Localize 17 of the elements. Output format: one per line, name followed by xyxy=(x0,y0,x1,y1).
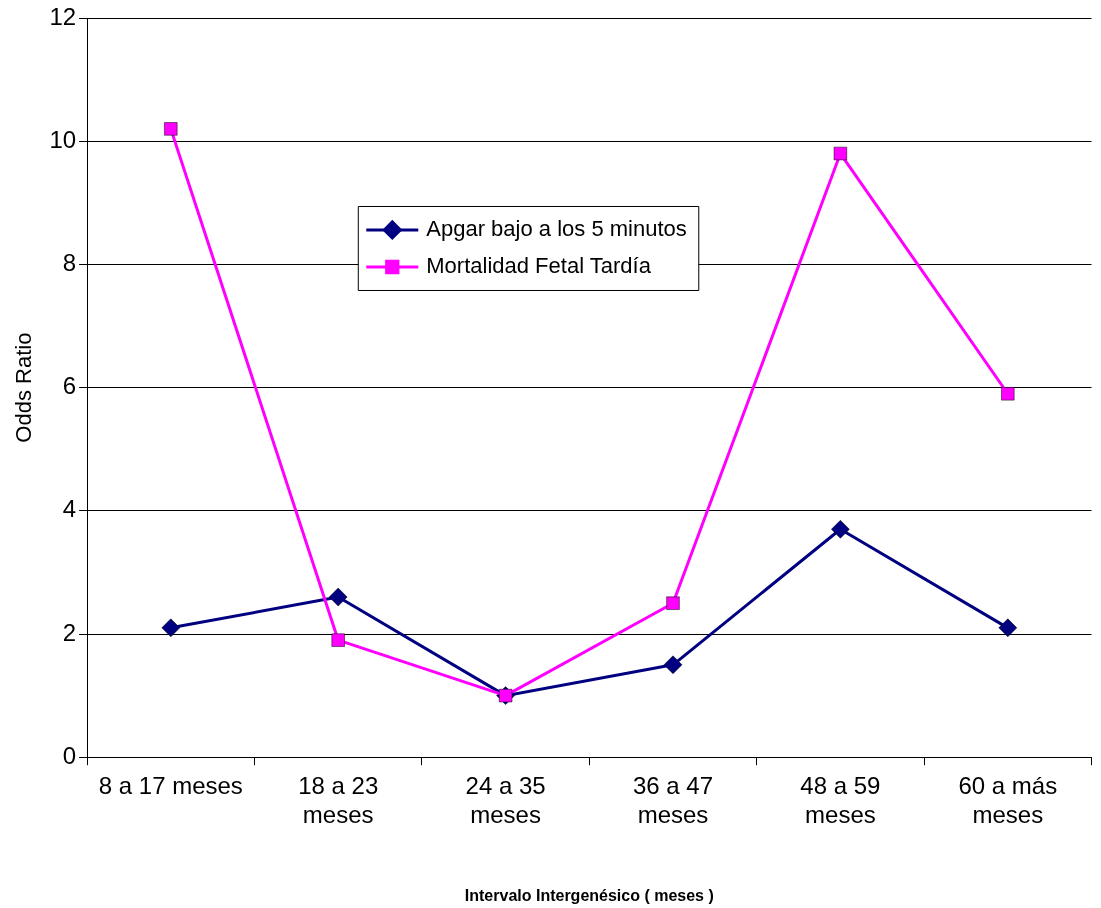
x-tick-label: 48 a 59 meses xyxy=(800,772,881,829)
y-tick-label: 6 xyxy=(62,372,77,400)
y-tick-label: 10 xyxy=(49,125,77,153)
x-tick-label: 60 a más meses xyxy=(958,772,1058,829)
legend-label: Apgar bajo a los 5 minutos xyxy=(426,216,687,242)
y-tick-label: 8 xyxy=(62,249,77,277)
x-tick-label: 18 a 23 meses xyxy=(298,772,379,829)
x-tick-label: 24 a 35 meses xyxy=(465,772,546,829)
y-tick-label: 4 xyxy=(62,495,77,523)
y-tick-label: 2 xyxy=(62,618,77,646)
x-tick-label: 8 a 17 meses xyxy=(98,772,243,800)
x-tick-label: 36 a 47 meses xyxy=(632,772,714,829)
y-tick-label: 0 xyxy=(62,741,77,769)
y-tick-label: 12 xyxy=(49,2,77,30)
y-axis-title: Odds Ratio xyxy=(11,332,37,443)
x-axis-title: Intervalo Intergenésico ( meses ) xyxy=(464,886,714,904)
legend-label: Mortalidad Fetal Tardía xyxy=(426,253,652,279)
